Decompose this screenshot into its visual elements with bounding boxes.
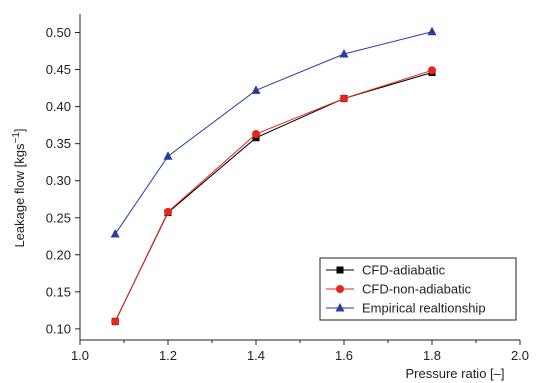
y-axis-label-main: Leakage flow [kgs xyxy=(12,143,27,248)
legend-marker xyxy=(336,266,344,274)
legend-label: CFD-adiabatic xyxy=(362,263,446,278)
legend: CFD-adiabatic CFD-non-adiabatic Empirical … xyxy=(319,257,517,321)
series-empirical-realtionship xyxy=(110,26,437,238)
series-line xyxy=(114,31,433,235)
x-axis-label: Pressure ratio [–] xyxy=(406,366,505,381)
legend-label: CFD-non-adiabatic xyxy=(362,282,472,297)
y-axis-label-superscript: −1 xyxy=(11,132,22,144)
y-axis-label-close: ] xyxy=(12,128,27,132)
data-point xyxy=(164,207,172,216)
y-tick-label: 0.20 xyxy=(46,247,71,262)
data-point xyxy=(251,85,261,94)
data-point xyxy=(428,66,436,75)
y-axis-ticks: 0.10 0.15 0.20 0.25 0.30 0.35 0.40 0.45 0.50 xyxy=(46,25,80,336)
data-point xyxy=(427,26,437,36)
y-tick-label: 0.25 xyxy=(46,210,71,225)
y-tick-label: 0.45 xyxy=(46,62,71,77)
legend-item: Empirical realtionship xyxy=(326,301,486,316)
y-tick-label: 0.30 xyxy=(46,173,71,188)
x-tick-label: 1.0 xyxy=(71,348,89,363)
data-point xyxy=(339,49,349,58)
y-axis-label: Leakage flow [kgs−1] xyxy=(11,128,27,247)
y-tick-label: 0.15 xyxy=(46,284,71,299)
series-layer xyxy=(110,26,437,326)
legend-item: CFD-adiabatic xyxy=(326,263,446,278)
legend-marker xyxy=(336,285,344,293)
series-cfd-non-adiabatic xyxy=(111,66,436,326)
x-tick-label: 2.0 xyxy=(511,348,529,363)
data-point xyxy=(111,317,120,326)
y-tick-label: 0.10 xyxy=(46,321,71,336)
data-point xyxy=(163,151,173,160)
x-tick-label: 1.2 xyxy=(159,348,177,363)
data-point xyxy=(252,130,260,139)
y-tick-label: 0.50 xyxy=(46,25,71,40)
data-point xyxy=(110,229,120,238)
x-tick-label: 1.8 xyxy=(423,348,441,363)
data-point xyxy=(340,94,348,103)
x-tick-label: 1.4 xyxy=(247,348,265,363)
legend-label: Empirical realtionship xyxy=(362,301,486,316)
x-tick-label: 1.6 xyxy=(335,348,353,363)
x-axis-ticks: 1.0 1.2 1.4 1.6 1.8 2.0 xyxy=(71,340,529,363)
legend-item: CFD-non-adiabatic xyxy=(326,282,472,297)
y-tick-label: 0.40 xyxy=(46,99,71,114)
legend-marker xyxy=(335,303,345,312)
y-tick-label: 0.35 xyxy=(46,136,71,151)
